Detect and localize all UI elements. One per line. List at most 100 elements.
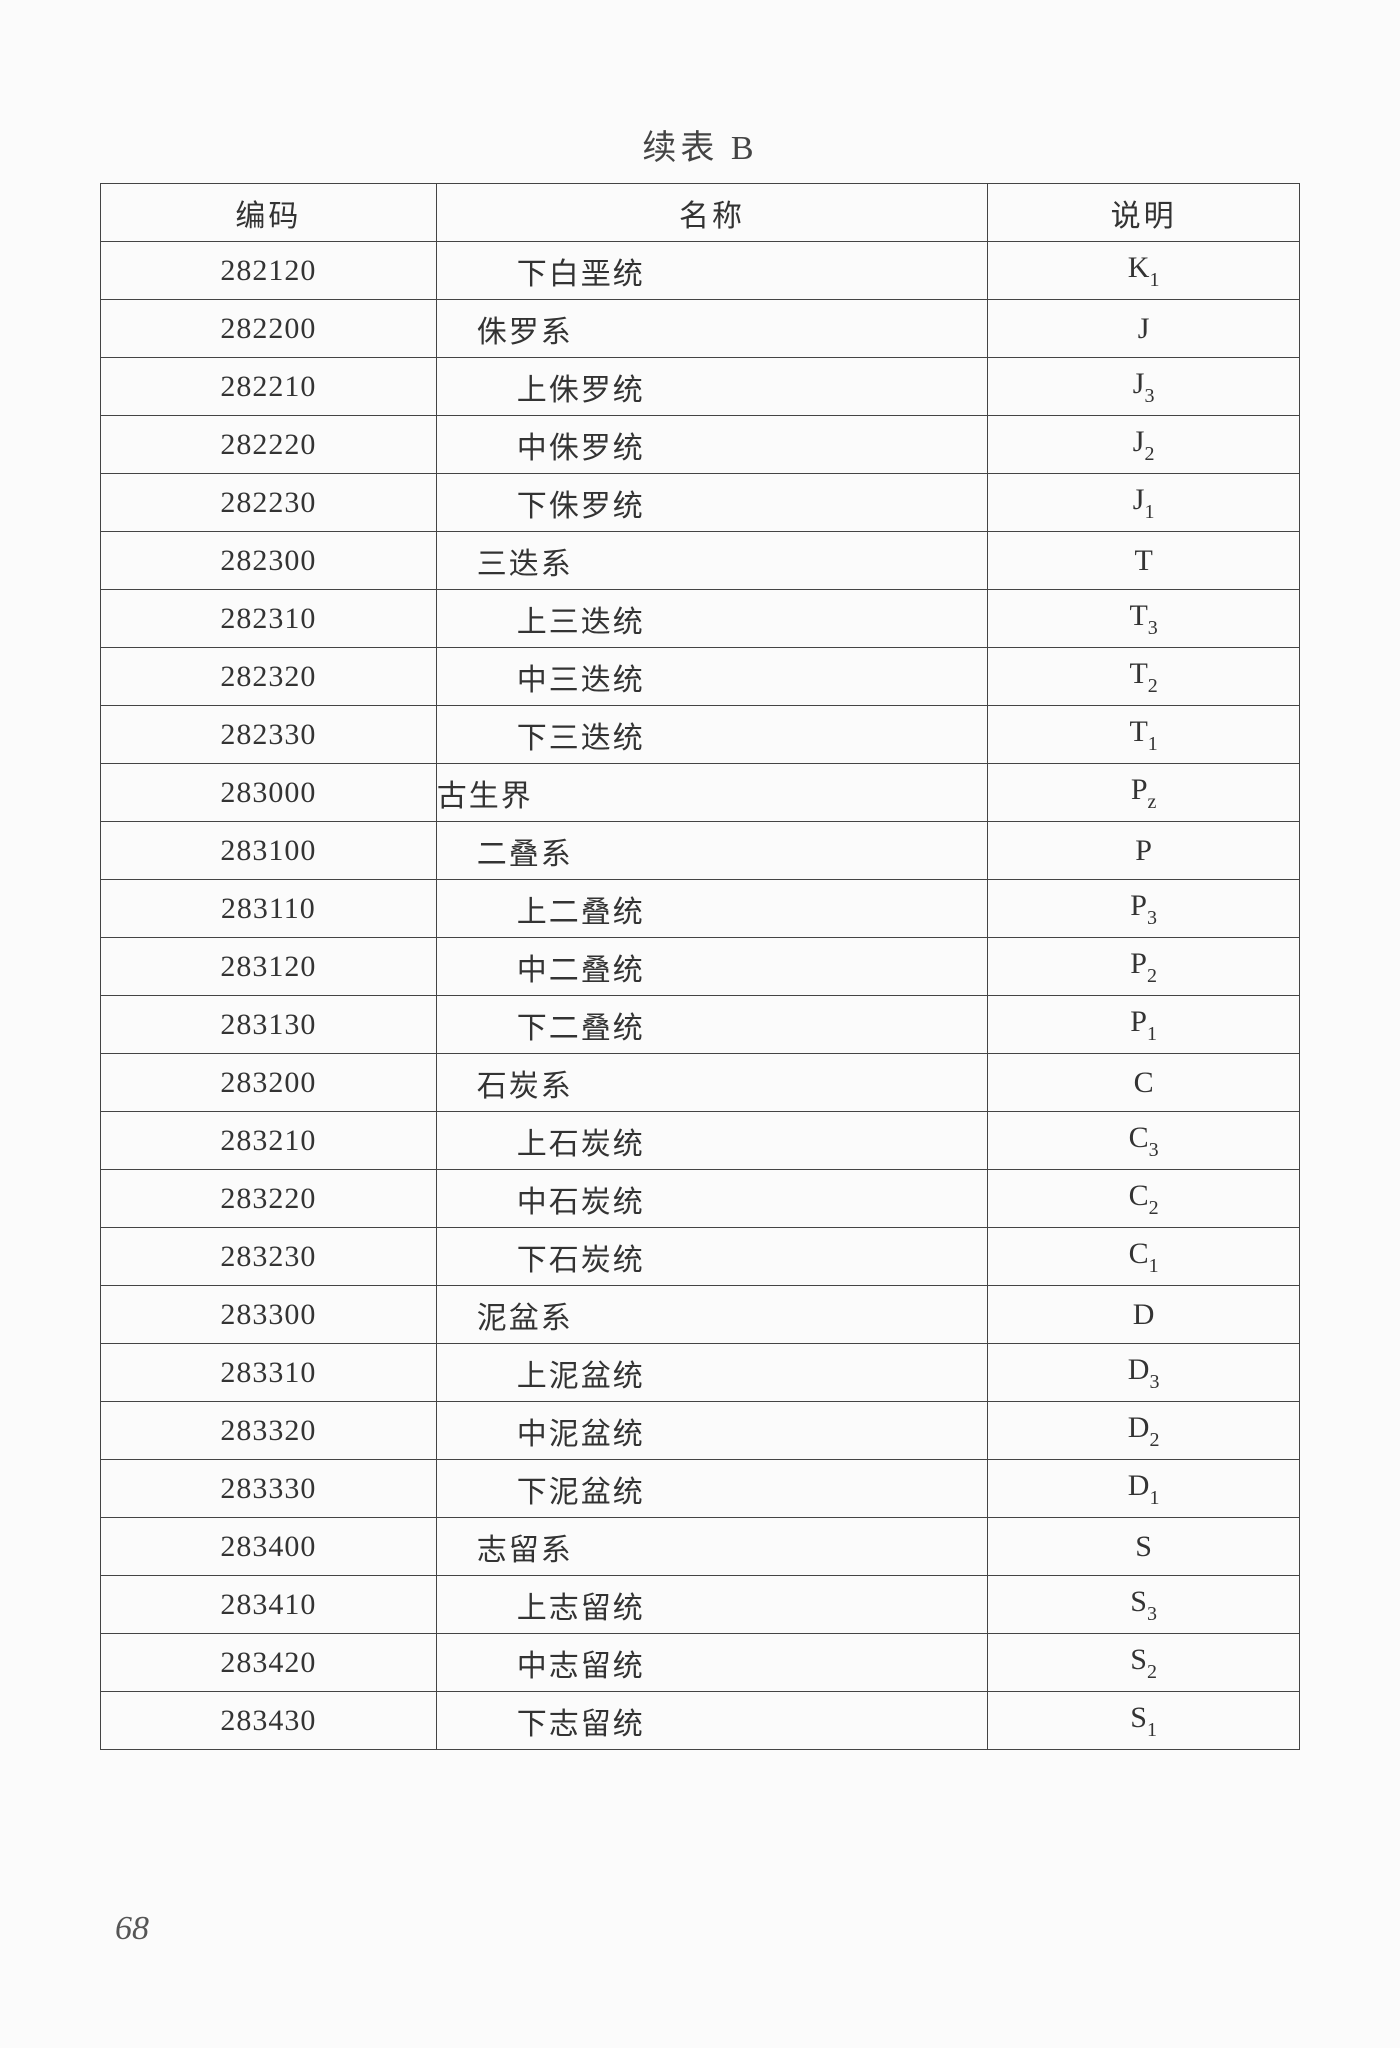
cell-name: 中志留统 bbox=[436, 1634, 988, 1692]
cell-code: 282200 bbox=[101, 300, 437, 358]
table-row: 283320中泥盆统D2 bbox=[101, 1402, 1300, 1460]
table-row: 283120中二叠统P2 bbox=[101, 938, 1300, 996]
cell-code: 282220 bbox=[101, 416, 437, 474]
cell-code: 283110 bbox=[101, 880, 437, 938]
cell-desc: P bbox=[988, 822, 1300, 880]
table-row: 283330下泥盆统D1 bbox=[101, 1460, 1300, 1518]
cell-name: 二叠系 bbox=[436, 822, 988, 880]
table-row: 283210上石炭统C3 bbox=[101, 1112, 1300, 1170]
cell-code: 282120 bbox=[101, 242, 437, 300]
cell-name: 三迭系 bbox=[436, 532, 988, 590]
table-row: 282300三迭系T bbox=[101, 532, 1300, 590]
document-page: 续表 B 编码 名称 说明 282120下白垩统K1282200侏罗系J2822… bbox=[0, 0, 1400, 2048]
cell-name: 古生界 bbox=[436, 764, 988, 822]
table-row: 283110上二叠统P3 bbox=[101, 880, 1300, 938]
table-row: 282330下三迭统T1 bbox=[101, 706, 1300, 764]
table-row: 283230下石炭统C1 bbox=[101, 1228, 1300, 1286]
cell-desc: S1 bbox=[988, 1692, 1300, 1750]
cell-code: 282310 bbox=[101, 590, 437, 648]
cell-code: 283130 bbox=[101, 996, 437, 1054]
cell-code: 282320 bbox=[101, 648, 437, 706]
cell-name: 中侏罗统 bbox=[436, 416, 988, 474]
cell-code: 282300 bbox=[101, 532, 437, 590]
cell-name: 中二叠统 bbox=[436, 938, 988, 996]
cell-name: 志留系 bbox=[436, 1518, 988, 1576]
cell-code: 282330 bbox=[101, 706, 437, 764]
cell-code: 283100 bbox=[101, 822, 437, 880]
table-row: 283220中石炭统C2 bbox=[101, 1170, 1300, 1228]
cell-name: 上三迭统 bbox=[436, 590, 988, 648]
table-row: 283300泥盆系D bbox=[101, 1286, 1300, 1344]
table-row: 283430下志留统S1 bbox=[101, 1692, 1300, 1750]
cell-name: 上石炭统 bbox=[436, 1112, 988, 1170]
page-number: 68 bbox=[115, 1910, 149, 1948]
cell-name: 上泥盆统 bbox=[436, 1344, 988, 1402]
cell-code: 283210 bbox=[101, 1112, 437, 1170]
cell-name: 侏罗系 bbox=[436, 300, 988, 358]
cell-desc: T3 bbox=[988, 590, 1300, 648]
cell-desc: D1 bbox=[988, 1460, 1300, 1518]
table-body: 282120下白垩统K1282200侏罗系J282210上侏罗统J3282220… bbox=[101, 242, 1300, 1750]
cell-desc: D3 bbox=[988, 1344, 1300, 1402]
cell-desc: C bbox=[988, 1054, 1300, 1112]
cell-code: 283000 bbox=[101, 764, 437, 822]
cell-code: 283320 bbox=[101, 1402, 437, 1460]
cell-name: 下二叠统 bbox=[436, 996, 988, 1054]
cell-name: 上侏罗统 bbox=[436, 358, 988, 416]
cell-code: 283200 bbox=[101, 1054, 437, 1112]
cell-desc: T bbox=[988, 532, 1300, 590]
cell-code: 283410 bbox=[101, 1576, 437, 1634]
cell-code: 282230 bbox=[101, 474, 437, 532]
cell-desc: C1 bbox=[988, 1228, 1300, 1286]
column-header-name: 名称 bbox=[436, 184, 988, 242]
cell-name: 中石炭统 bbox=[436, 1170, 988, 1228]
table-row: 283100二叠系P bbox=[101, 822, 1300, 880]
table-row: 282230下侏罗统J1 bbox=[101, 474, 1300, 532]
cell-code: 283120 bbox=[101, 938, 437, 996]
cell-desc: C2 bbox=[988, 1170, 1300, 1228]
cell-code: 283230 bbox=[101, 1228, 437, 1286]
cell-code: 283300 bbox=[101, 1286, 437, 1344]
cell-desc: T1 bbox=[988, 706, 1300, 764]
cell-code: 283330 bbox=[101, 1460, 437, 1518]
cell-name: 石炭系 bbox=[436, 1054, 988, 1112]
cell-code: 283420 bbox=[101, 1634, 437, 1692]
cell-name: 上二叠统 bbox=[436, 880, 988, 938]
cell-name: 中三迭统 bbox=[436, 648, 988, 706]
cell-desc: S2 bbox=[988, 1634, 1300, 1692]
cell-name: 下三迭统 bbox=[436, 706, 988, 764]
cell-desc: D2 bbox=[988, 1402, 1300, 1460]
cell-desc: D bbox=[988, 1286, 1300, 1344]
cell-desc: Pz bbox=[988, 764, 1300, 822]
table-row: 283400志留系S bbox=[101, 1518, 1300, 1576]
cell-desc: P2 bbox=[988, 938, 1300, 996]
cell-desc: J2 bbox=[988, 416, 1300, 474]
cell-desc: C3 bbox=[988, 1112, 1300, 1170]
table-title: 续表 B bbox=[100, 120, 1300, 169]
column-header-code: 编码 bbox=[101, 184, 437, 242]
cell-desc: J3 bbox=[988, 358, 1300, 416]
table-row: 283410上志留统S3 bbox=[101, 1576, 1300, 1634]
cell-name: 下白垩统 bbox=[436, 242, 988, 300]
cell-code: 283220 bbox=[101, 1170, 437, 1228]
table-row: 282310上三迭统T3 bbox=[101, 590, 1300, 648]
cell-code: 283400 bbox=[101, 1518, 437, 1576]
table-row: 282120下白垩统K1 bbox=[101, 242, 1300, 300]
table-row: 283420中志留统S2 bbox=[101, 1634, 1300, 1692]
cell-desc: K1 bbox=[988, 242, 1300, 300]
cell-name: 上志留统 bbox=[436, 1576, 988, 1634]
table-row: 283200石炭系C bbox=[101, 1054, 1300, 1112]
table-row: 282200侏罗系J bbox=[101, 300, 1300, 358]
cell-name: 中泥盆统 bbox=[436, 1402, 988, 1460]
cell-name: 下志留统 bbox=[436, 1692, 988, 1750]
cell-desc: J1 bbox=[988, 474, 1300, 532]
cell-desc: P1 bbox=[988, 996, 1300, 1054]
table-row: 283000古生界Pz bbox=[101, 764, 1300, 822]
cell-desc: T2 bbox=[988, 648, 1300, 706]
cell-desc: S bbox=[988, 1518, 1300, 1576]
table-row: 282320中三迭统T2 bbox=[101, 648, 1300, 706]
cell-code: 283310 bbox=[101, 1344, 437, 1402]
table-row: 282210上侏罗统J3 bbox=[101, 358, 1300, 416]
cell-name: 下石炭统 bbox=[436, 1228, 988, 1286]
table-row: 283310上泥盆统D3 bbox=[101, 1344, 1300, 1402]
